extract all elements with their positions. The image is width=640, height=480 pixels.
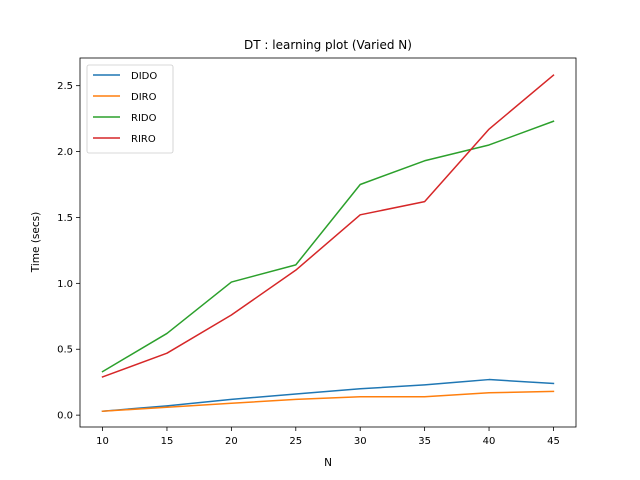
- x-axis-label: N: [324, 457, 332, 469]
- y-tick-label: 1.5: [57, 213, 73, 224]
- legend-label-diro: DIRO: [131, 92, 157, 103]
- series-line-rido: [101, 120, 555, 373]
- x-tick-label: 45: [547, 436, 560, 447]
- y-axis-label: Time (secs): [30, 212, 42, 273]
- series-line-riro: [101, 74, 555, 378]
- plot-frame: [79, 57, 577, 428]
- x-tick-label: 30: [354, 436, 367, 447]
- legend: DIDO DIRO RIDO RIRO: [86, 64, 174, 154]
- y-axis: 0.0 0.5 1.0 1.5 2.0 2.5: [57, 81, 80, 422]
- series-line-diro: [101, 390, 555, 412]
- y-tick-label: 1.0: [57, 279, 73, 290]
- y-tick-label: 2.5: [57, 81, 73, 92]
- legend-box: [86, 64, 174, 154]
- series-layer: [101, 74, 555, 412]
- x-tick-label: 10: [96, 436, 109, 447]
- x-tick-label: 40: [483, 436, 496, 447]
- x-axis: 10 15 20 25 30 35 40 45: [96, 427, 560, 447]
- y-tick-label: 0.0: [57, 411, 73, 422]
- series-line-dido: [101, 378, 555, 412]
- legend-label-riro: RIRO: [131, 134, 156, 145]
- x-tick-label: 15: [161, 436, 174, 447]
- x-tick-label: 25: [289, 436, 302, 447]
- legend-label-rido: RIDO: [131, 113, 157, 124]
- y-tick-label: 2.0: [57, 147, 73, 158]
- chart-title: DT : learning plot (Varied N): [244, 38, 412, 52]
- x-tick-label: 35: [418, 436, 431, 447]
- legend-label-dido: DIDO: [131, 71, 157, 82]
- y-tick-label: 0.5: [57, 345, 73, 356]
- x-tick-label: 20: [225, 436, 238, 447]
